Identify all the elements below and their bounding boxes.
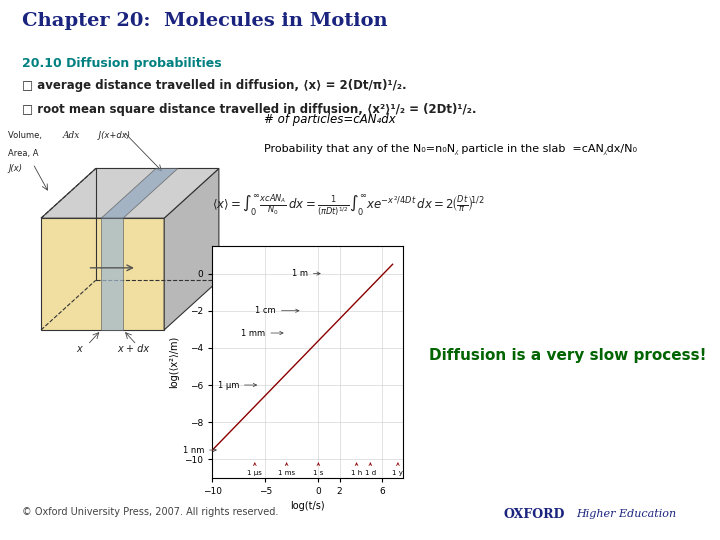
Text: Volume,: Volume, (8, 131, 45, 140)
Polygon shape (41, 218, 164, 330)
Polygon shape (164, 168, 219, 330)
Text: x: x (76, 345, 82, 354)
Text: 1 h: 1 h (351, 463, 362, 476)
Text: x + dx: x + dx (117, 345, 150, 354)
Text: J(x): J(x) (8, 164, 22, 172)
Text: Area, A: Area, A (8, 148, 39, 158)
Text: 1 s: 1 s (313, 463, 323, 476)
Text: Adx: Adx (63, 131, 81, 140)
Text: Diffusion is a very slow process!: Diffusion is a very slow process! (428, 348, 706, 363)
Y-axis label: log(⟨x²⟩/m): log(⟨x²⟩/m) (168, 336, 179, 388)
Text: 1 μs: 1 μs (248, 463, 262, 476)
Text: 20.10 Diffusion probabilities: 20.10 Diffusion probabilities (22, 57, 221, 70)
Text: # of particles=cAN₄dx: # of particles=cAN₄dx (264, 113, 395, 126)
Text: 1 ms: 1 ms (278, 463, 295, 476)
Text: □ average distance travelled in diffusion, ⟨x⟩ = 2(Dt/π)¹/₂.: □ average distance travelled in diffusio… (22, 79, 406, 92)
Text: 1 m: 1 m (292, 269, 320, 278)
Text: 1 μm: 1 μm (217, 381, 256, 389)
Text: Chapter 20:  Molecules in Motion: Chapter 20: Molecules in Motion (22, 12, 387, 30)
Text: 1 mm: 1 mm (241, 328, 283, 338)
Polygon shape (102, 168, 178, 218)
Text: 1 nm: 1 nm (183, 446, 216, 455)
Text: 1 d: 1 d (365, 463, 376, 476)
Text: Probability that any of the N₀=n₀N⁁ particle in the slab  =cAN⁁dx/N₀: Probability that any of the N₀=n₀N⁁ part… (264, 144, 636, 154)
Polygon shape (102, 218, 123, 330)
Text: 1 cm: 1 cm (256, 306, 299, 315)
Text: □ root mean square distance travelled in diffusion, ⟨x²⟩¹/₂ = (2Dt)¹/₂.: □ root mean square distance travelled in… (22, 103, 476, 116)
Text: © Oxford University Press, 2007. All rights reserved.: © Oxford University Press, 2007. All rig… (22, 507, 278, 517)
Polygon shape (41, 168, 219, 218)
X-axis label: log(t/s): log(t/s) (290, 502, 325, 511)
Text: OXFORD: OXFORD (504, 508, 565, 521)
Text: 1 y: 1 y (392, 463, 403, 476)
Text: Higher Education: Higher Education (576, 509, 676, 519)
Text: $\langle x\rangle = \int_0^{\infty} \frac{xcAN_A}{N_0}\,dx = \frac{1}{(\pi Dt)^{: $\langle x\rangle = \int_0^{\infty} \fra… (212, 192, 485, 218)
Text: J(x+dx): J(x+dx) (96, 131, 130, 140)
